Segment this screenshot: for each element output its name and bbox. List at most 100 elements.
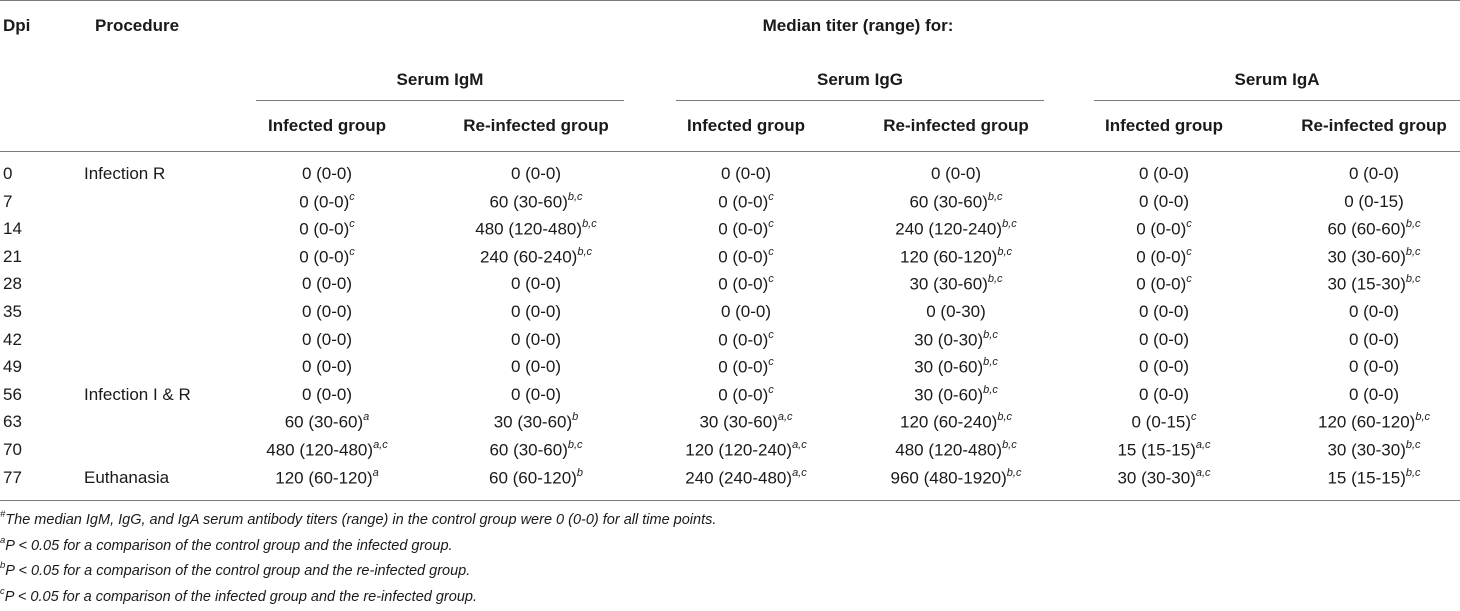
cell-titer: 0 (0-0) [511, 274, 561, 294]
cell-titer: 0 (0-0) [721, 302, 771, 322]
cell-titer: 0 (0-0) [1139, 357, 1189, 377]
titer-value: 60 (30-60) [489, 440, 568, 460]
significance-marker: b,c [1405, 439, 1421, 451]
titer-value: 0 (0-0) [720, 164, 772, 183]
footnote: bP < 0.05 for a comparison of the contro… [0, 560, 470, 579]
header-group-iga: Serum IgA [1234, 70, 1320, 89]
titer-value: 480 (120-480) [475, 219, 583, 239]
cell-titer: 30 (0-60)b,c [914, 356, 998, 378]
header-group-igg: Serum IgG [817, 70, 903, 89]
titer-value: 0 (0-0) [720, 302, 772, 321]
cell-titer: 120 (60-120)a [275, 466, 379, 489]
titer-value: 0 (0-0) [510, 302, 562, 321]
titer-value: 0 (0-0) [718, 219, 769, 239]
significance-marker: a,c [1195, 466, 1211, 479]
cell-titer: 60 (30-60)b,c [909, 190, 1003, 213]
cell-titer: 0 (0-0) [1349, 385, 1399, 405]
titer-value: 0 (0-0) [718, 247, 769, 267]
bottom-rule [0, 500, 1460, 501]
titer-value: 0 (0-0) [510, 357, 562, 377]
significance-marker: b,c [1006, 466, 1022, 479]
footnote-text: P < 0.05 for a comparison of the infecte… [4, 588, 477, 605]
header-group-igm: Serum IgM [396, 70, 484, 89]
significance-marker: b,c [983, 383, 998, 396]
titer-value: 0 (0-0) [718, 192, 769, 212]
header-rule [0, 151, 1460, 152]
cell-dpi: 63 [3, 412, 22, 432]
titer-value: 60 (30-60) [909, 192, 988, 212]
titer-value: 30 (30-60) [493, 413, 573, 433]
cell-dpi: 7 [3, 191, 13, 211]
titer-value: 60 (60-60) [1327, 219, 1406, 239]
significance-marker: c [768, 328, 774, 341]
titer-value: 30 (30-30) [1327, 440, 1406, 460]
titer-value: 30 (0-30) [914, 330, 984, 350]
cell-titer: 60 (30-60)b,c [489, 439, 582, 461]
cell-titer: 0 (0-0) [511, 357, 561, 377]
titer-value: 0 (0-0) [1348, 164, 1400, 183]
significance-marker: b,c [997, 411, 1013, 424]
titer-value: 0 (0-0) [299, 192, 350, 212]
header-subcol: Infected group [686, 116, 806, 135]
titer-value: 30 (0-60) [914, 385, 984, 405]
cell-titer: 60 (30-60)b,c [489, 190, 583, 213]
cell-titer: 0 (0-0)c [718, 328, 774, 351]
cell-procedure: Infection I & R [84, 384, 191, 404]
significance-marker: c [1186, 218, 1192, 231]
titer-value: 0 (0-0) [718, 275, 769, 295]
titer-value: 480 (120-480) [266, 440, 374, 460]
cell-titer: 480 (120-480)b,c [895, 439, 1017, 461]
cell-titer: 30 (30-60)b [493, 411, 579, 433]
titer-value: 0 (0-30) [926, 302, 986, 321]
igg-underline [676, 100, 1044, 101]
footnote-marker: a [0, 535, 6, 546]
header-subcol: Re-infected group [1301, 116, 1447, 135]
cell-titer: 0 (0-0) [511, 302, 561, 322]
cell-titer: 60 (30-60)a [285, 411, 370, 433]
cell-titer: 60 (60-120)b [489, 466, 584, 489]
cell-titer: 30 (30-60)b,c [1327, 246, 1420, 268]
significance-marker: a,c [777, 411, 793, 424]
significance-marker: c [768, 383, 774, 396]
cell-titer: 0 (0-0)c [718, 246, 774, 268]
significance-marker: b,c [1405, 273, 1421, 286]
cell-titer: 0 (0-0) [302, 274, 352, 294]
cell-titer: 0 (0-0) [1349, 164, 1399, 184]
cell-dpi: 0 [3, 164, 13, 183]
titer-value: 0 (0-0) [718, 357, 769, 377]
significance-marker: c [768, 273, 774, 286]
titer-value: 30 (30-60) [909, 275, 988, 295]
titer-value: 120 (120-240) [685, 440, 793, 460]
titer-value: 240 (120-240) [895, 219, 1003, 239]
top-rule [0, 0, 1460, 1]
titer-value: 240 (60-240) [479, 247, 578, 267]
significance-marker: c [349, 245, 355, 258]
titer-value: 0 (0-0) [510, 164, 562, 183]
significance-marker: b,c [1415, 411, 1431, 424]
significance-marker: b [576, 466, 584, 479]
cell-titer: 0 (0-0) [1139, 192, 1189, 212]
titer-value: 0 (0-0) [1136, 219, 1187, 239]
cell-procedure: Infection R [84, 164, 166, 183]
cell-procedure: Euthanasia [84, 467, 170, 487]
significance-marker: c [1186, 245, 1192, 258]
cell-dpi: 49 [3, 357, 22, 377]
significance-marker: b [572, 411, 579, 424]
cell-titer: 0 (0-0) [511, 330, 561, 350]
cell-dpi: 70 [3, 440, 22, 459]
significance-marker: a [372, 466, 379, 479]
footnote: #The median IgM, IgG, and IgA serum anti… [0, 509, 717, 528]
cell-titer: 120 (120-240)a,c [685, 439, 807, 461]
significance-marker: b,c [567, 190, 583, 203]
cell-titer: 120 (60-120)b,c [900, 246, 1012, 268]
titer-value: 30 (30-60) [1327, 247, 1406, 267]
titer-value: 0 (0-0) [301, 329, 353, 349]
footnote-marker: c [0, 586, 5, 597]
cell-titer: 0 (0-0) [1349, 330, 1399, 350]
titer-value: 30 (15-30) [1327, 275, 1406, 295]
significance-marker: b,c [987, 190, 1003, 203]
significance-marker: b,c [1002, 439, 1017, 451]
footnote-text: The median IgM, IgG, and IgA serum antib… [5, 511, 717, 528]
header-procedure: Procedure [95, 16, 180, 35]
titer-value: 0 (0-0) [1138, 384, 1190, 404]
